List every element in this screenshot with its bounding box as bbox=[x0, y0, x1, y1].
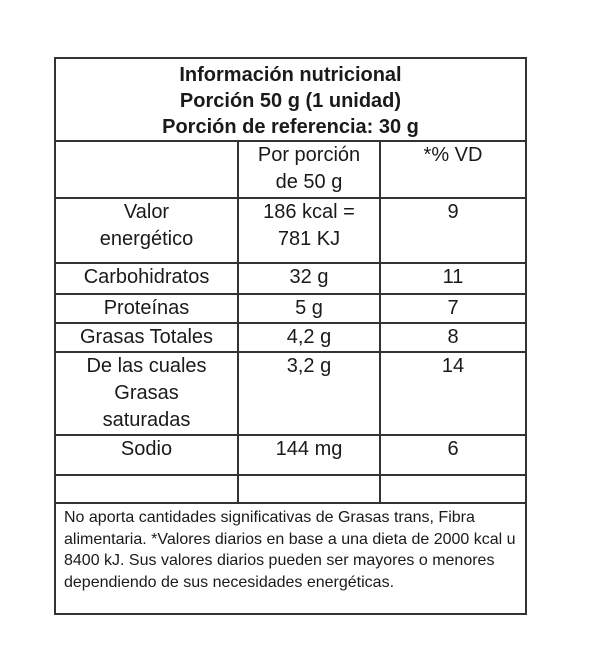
nutrition-facts-label: Información nutricional Porción 50 g (1 … bbox=[54, 57, 527, 615]
nutrient-name: Proteínas bbox=[54, 293, 239, 324]
header-text: Por porción bbox=[257, 144, 361, 166]
nutrient-dv: 7 bbox=[379, 293, 527, 324]
header-text: de 50 g bbox=[275, 171, 343, 193]
nutrient-amount: 144 mg bbox=[237, 434, 381, 476]
footnote-row: No aporta cantidades significativas de G… bbox=[54, 502, 527, 615]
empty-cell bbox=[379, 474, 527, 504]
footnote: No aporta cantidades significativas de G… bbox=[54, 502, 527, 615]
empty-cell bbox=[237, 474, 381, 504]
nutrient-amount: 5 g bbox=[237, 293, 381, 324]
title-line: Información nutricional bbox=[179, 64, 402, 86]
nutrient-dv: 8 bbox=[379, 322, 527, 353]
nutrient-name: Sodio bbox=[54, 434, 239, 476]
empty-cell bbox=[54, 474, 239, 504]
header-row: Por porción de 50 g *% VD bbox=[54, 140, 527, 199]
nutrient-name: Valor energético bbox=[54, 197, 239, 264]
header-blank bbox=[54, 140, 239, 199]
nutrient-name: Grasas Totales bbox=[54, 322, 239, 353]
nutrient-amount: 186 kcal = 781 KJ bbox=[237, 197, 381, 264]
nutrient-dv: 14 bbox=[379, 351, 527, 436]
table-row: Proteínas 5 g 7 bbox=[54, 293, 527, 324]
table-row: Carbohidratos 32 g 11 bbox=[54, 262, 527, 295]
nutrient-amount: 3,2 g bbox=[237, 351, 381, 436]
title-line: Porción de referencia: 30 g bbox=[162, 116, 419, 138]
nutrient-name: De las cuales Grasas saturadas bbox=[54, 351, 239, 436]
nutrient-dv: 11 bbox=[379, 262, 527, 295]
table-row: Valor energético 186 kcal = 781 KJ 9 bbox=[54, 197, 527, 264]
header-dv: *% VD bbox=[379, 140, 527, 199]
nutrient-amount: 4,2 g bbox=[237, 322, 381, 353]
nutrition-table: Información nutricional Porción 50 g (1 … bbox=[54, 57, 527, 615]
header-per-portion: Por porción de 50 g bbox=[237, 140, 381, 199]
nutrient-dv: 9 bbox=[379, 197, 527, 264]
table-row: Sodio 144 mg 6 bbox=[54, 434, 527, 476]
nutrient-amount: 32 g bbox=[237, 262, 381, 295]
table-row: Grasas Totales 4,2 g 8 bbox=[54, 322, 527, 353]
title-row: Información nutricional Porción 50 g (1 … bbox=[54, 57, 527, 142]
nutrient-name: Carbohidratos bbox=[54, 262, 239, 295]
title-line: Porción 50 g (1 unidad) bbox=[179, 90, 402, 112]
label-title: Información nutricional Porción 50 g (1 … bbox=[54, 57, 527, 142]
nutrient-dv: 6 bbox=[379, 434, 527, 476]
empty-row bbox=[54, 474, 527, 504]
table-row: De las cuales Grasas saturadas 3,2 g 14 bbox=[54, 351, 527, 436]
